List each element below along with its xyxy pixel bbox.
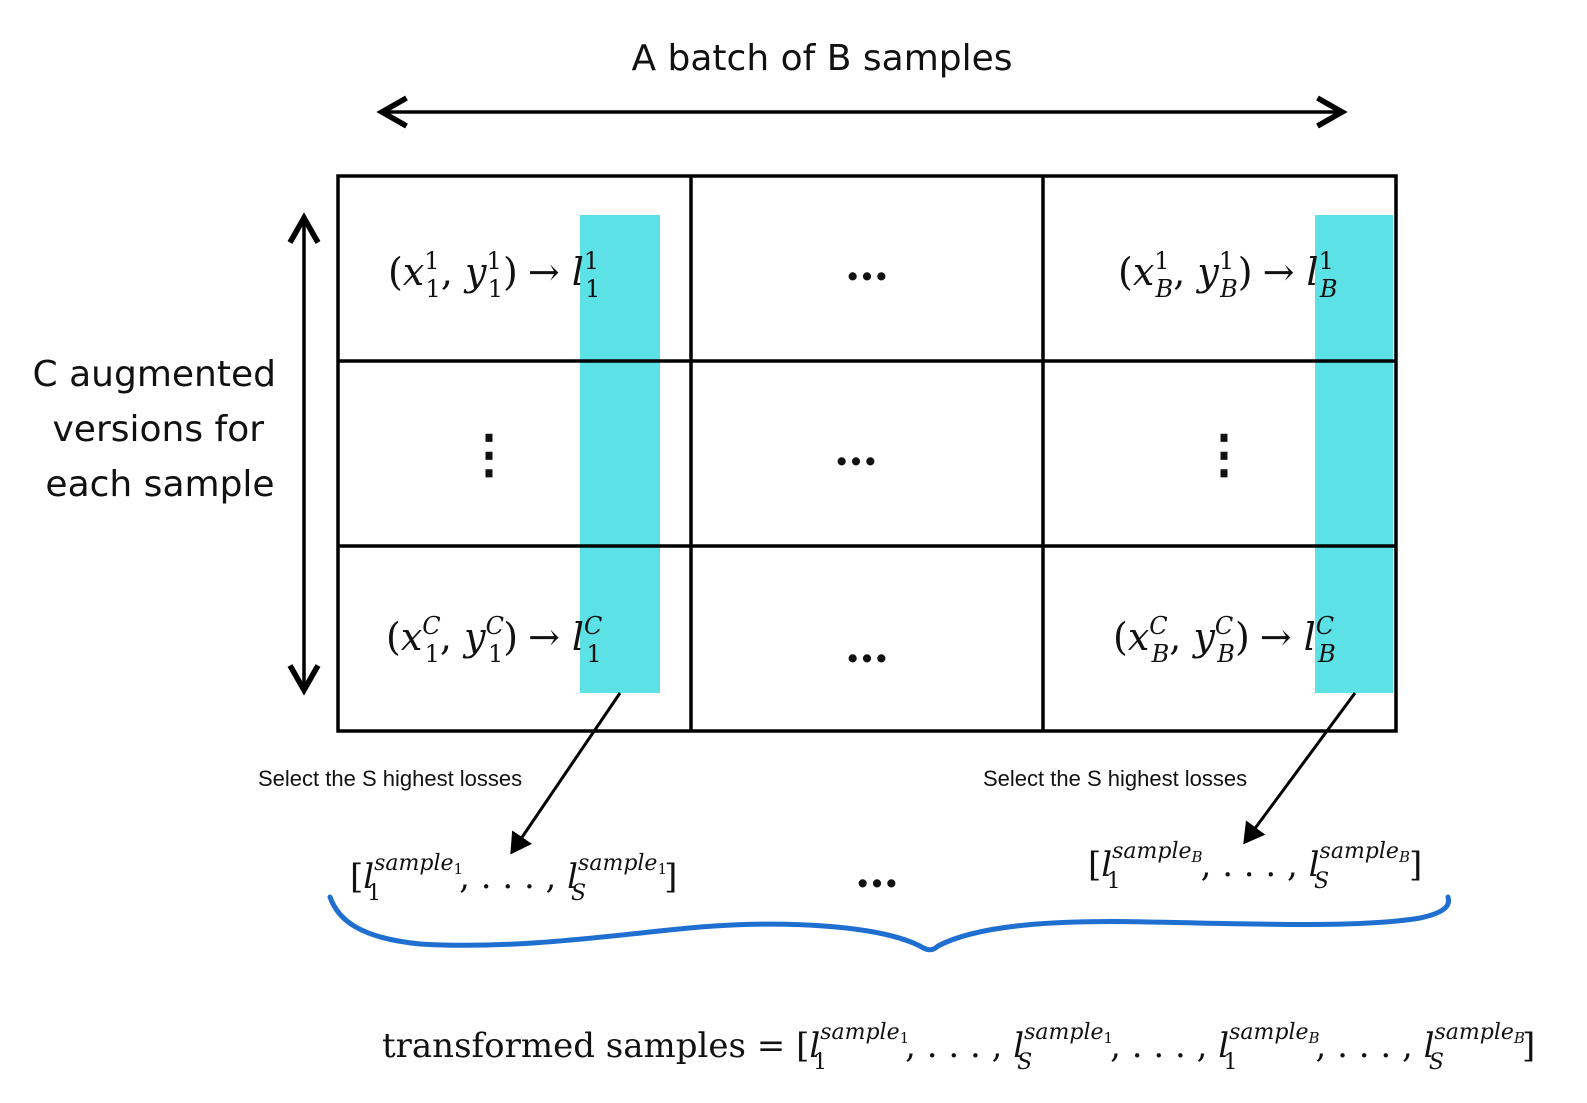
transformed-samples-formula: transformed samples = [lsample1 1, . . . …: [382, 1020, 1535, 1075]
cell-r3c3-expression: (xC B, yC B) → lC B: [1113, 612, 1336, 668]
cell-r1c1-expression: (x1 1, y1 1) → l1 1: [388, 247, 600, 303]
cell-r3c1-expression: (xC 1, yC 1) → lC 1: [386, 612, 602, 668]
augmentation-grid: [336, 174, 1398, 733]
side-label-line-2: versions for: [52, 409, 264, 450]
side-label: C augmented versions for each sample: [33, 354, 288, 505]
select-label-right: Select the S highest losses: [983, 766, 1247, 791]
highlight-column-sample-1: [580, 215, 660, 693]
grouping-brace: [327, 894, 1452, 953]
diagram-title: A batch of B samples: [631, 38, 1012, 79]
side-label-line-1: C augmented: [33, 354, 276, 395]
selected-list-sample-1: [lsample1 1, . . . , lsample1 S]: [350, 851, 677, 906]
select-arrow-left: [510, 692, 622, 855]
cell-r1c3-expression: (x1 B, y1 B) → l1 B: [1118, 247, 1338, 303]
highlight-column-sample-B: [1315, 215, 1393, 693]
selected-list-sample-B: [lsampleB 1, . . . , lsampleB S]: [1088, 839, 1422, 894]
side-label-line-3: each sample: [45, 464, 274, 505]
cell-r2c2-ellipsis: …: [834, 425, 878, 476]
select-arrow-right: [1243, 692, 1357, 845]
cell-r3c2-ellipsis: …: [845, 622, 889, 673]
select-label-left: Select the S highest losses: [258, 766, 522, 791]
cell-r2c3-vertical-ellipsis: ⋮: [1198, 424, 1250, 485]
cell-r1c2-ellipsis: …: [845, 240, 889, 291]
cell-r2c1-vertical-ellipsis: ⋮: [463, 424, 515, 485]
selected-list-middle-ellipsis: …: [855, 847, 899, 898]
